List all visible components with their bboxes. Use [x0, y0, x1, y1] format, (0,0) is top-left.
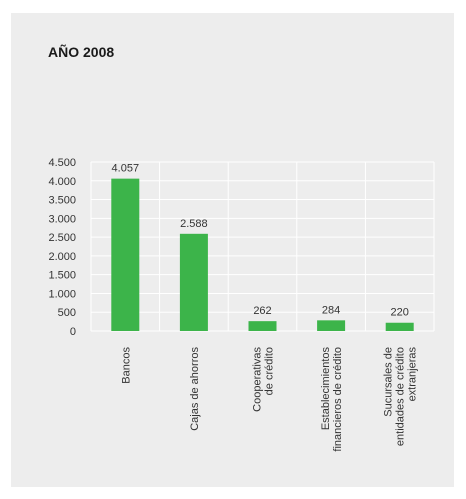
chart-panel	[11, 13, 454, 487]
bar	[248, 321, 277, 331]
y-tick-label: 500	[58, 307, 76, 319]
y-tick-label: 4.500	[48, 157, 76, 169]
y-tick-label: 1.000	[48, 288, 76, 300]
category-label: Cajas de ahorros	[189, 347, 201, 431]
category-label: Establecimientos	[320, 347, 332, 431]
data-label: 4.057	[112, 163, 140, 175]
y-tick-label: 3.500	[48, 195, 76, 207]
y-tick-label: 3.000	[48, 213, 76, 225]
category-label: entidades de crédito	[395, 347, 407, 446]
y-tick-label: 2.000	[48, 251, 76, 263]
bar	[179, 233, 208, 331]
data-label: 220	[391, 307, 409, 319]
y-tick-label: 2.500	[48, 232, 76, 244]
y-tick-label: 0	[70, 326, 76, 338]
y-tick-label: 1.500	[48, 270, 76, 282]
data-label: 2.588	[180, 218, 208, 230]
data-label: 262	[253, 305, 271, 317]
bar	[111, 178, 140, 331]
data-label: 284	[322, 304, 340, 316]
y-tick-label: 4.000	[48, 176, 76, 188]
chart-title: AÑO 2008	[48, 44, 115, 60]
category-label: Sucursales de	[383, 347, 395, 417]
category-label: Cooperativas	[252, 347, 264, 412]
bar	[317, 320, 346, 331]
category-label: extranjeras	[407, 347, 419, 402]
category-label: de crédito	[264, 347, 276, 395]
bar	[385, 322, 414, 331]
category-label: financieros de crédito	[332, 347, 344, 452]
category-label: Bancos	[120, 347, 132, 384]
